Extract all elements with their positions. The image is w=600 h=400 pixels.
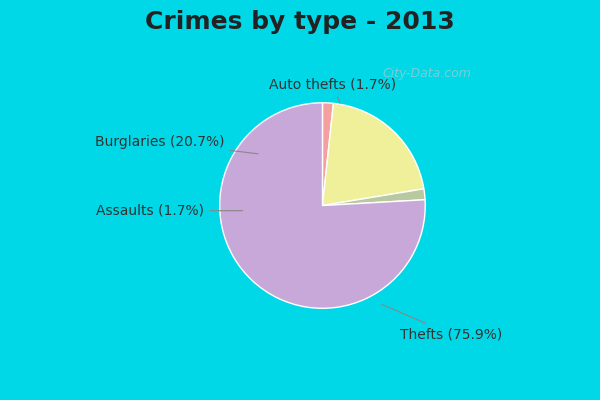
Text: Thefts (75.9%): Thefts (75.9%) [382, 304, 502, 341]
Text: Crimes by type - 2013: Crimes by type - 2013 [145, 10, 455, 34]
Text: Assaults (1.7%): Assaults (1.7%) [96, 204, 242, 218]
Wedge shape [322, 189, 425, 206]
Wedge shape [322, 103, 424, 206]
Text: City-Data.com: City-Data.com [383, 67, 472, 80]
Wedge shape [220, 103, 425, 308]
Wedge shape [322, 103, 334, 206]
Text: Auto thefts (1.7%): Auto thefts (1.7%) [269, 77, 396, 103]
Text: Burglaries (20.7%): Burglaries (20.7%) [95, 135, 258, 154]
